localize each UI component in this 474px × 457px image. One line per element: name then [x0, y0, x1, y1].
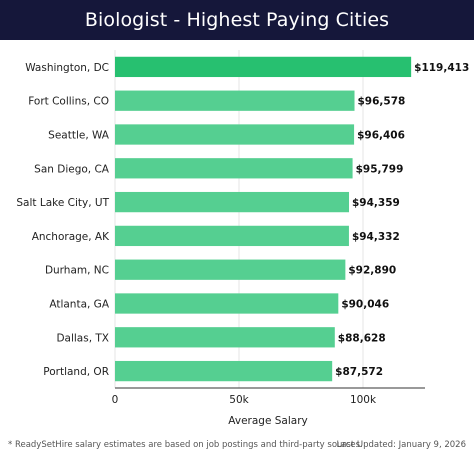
category-label: Washington, DC — [25, 62, 109, 74]
x-axis-label: Average Salary — [228, 415, 307, 427]
bar — [115, 225, 349, 247]
category-label: Fort Collins, CO — [28, 96, 109, 108]
bar — [115, 90, 355, 111]
chart-header: Biologist - Highest Paying Cities — [0, 0, 474, 40]
category-label: Portland, OR — [43, 366, 109, 378]
category-label: Seattle, WA — [48, 130, 110, 142]
category-label: Atlanta, GA — [49, 299, 109, 311]
value-label: $90,046 — [341, 299, 389, 311]
value-label: $88,628 — [338, 332, 386, 344]
bar — [115, 327, 335, 348]
value-label: $92,890 — [348, 265, 396, 277]
x-tick-label: 0 — [112, 394, 119, 406]
category-label: Salt Lake City, UT — [16, 197, 109, 209]
bar — [115, 158, 353, 179]
bar — [115, 56, 412, 78]
value-label: $95,799 — [356, 163, 404, 175]
bar — [115, 293, 339, 314]
bar-chart: Washington, DC $119,413 Fort Collins, CO $9… — [16, 50, 469, 427]
value-label: $87,572 — [335, 366, 383, 378]
bar — [115, 360, 333, 382]
value-label: $96,578 — [358, 96, 406, 108]
category-label: Dallas, TX — [56, 332, 109, 344]
category-label: Durham, NC — [45, 265, 109, 277]
value-label: $119,413 — [414, 62, 469, 74]
footer: * ReadySetHire salary estimates are base… — [0, 436, 474, 457]
value-label: $94,359 — [352, 197, 400, 209]
value-label: $96,406 — [357, 130, 405, 142]
bar — [115, 191, 350, 213]
footnote: * ReadySetHire salary estimates are base… — [8, 440, 363, 450]
bar — [115, 259, 346, 280]
bar — [115, 124, 355, 145]
last-updated: Last Updated: January 9, 2026 — [336, 440, 466, 450]
x-tick-label: 50k — [229, 394, 249, 406]
category-label: San Diego, CA — [34, 163, 110, 175]
chart-title: Biologist - Highest Paying Cities — [84, 9, 390, 31]
category-label: Anchorage, AK — [32, 231, 110, 243]
x-tick-label: 100k — [350, 394, 377, 406]
value-label: $94,332 — [352, 231, 400, 243]
